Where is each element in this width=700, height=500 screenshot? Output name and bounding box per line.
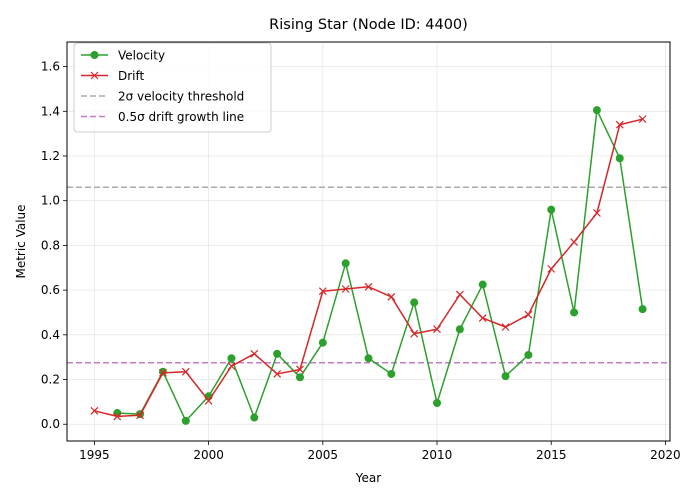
y-tick-label: 0.8 [41, 238, 60, 252]
y-tick-label: 1.4 [41, 104, 60, 118]
legend-marker-velocity [90, 51, 99, 59]
velocity-point [478, 280, 487, 289]
drift-point [387, 292, 396, 301]
drift-point [638, 115, 647, 124]
drift-point [113, 412, 122, 421]
y-tick-label: 0.4 [41, 328, 60, 342]
drift-point [273, 370, 282, 378]
y-tick-label: 0.6 [41, 283, 60, 297]
velocity-point [273, 349, 282, 358]
drift-point [181, 367, 190, 376]
drift-point [547, 264, 556, 273]
drift-point [501, 323, 510, 331]
legend-marker-drift [90, 71, 99, 80]
legend-label-reference: 2σ velocity threshold [118, 90, 244, 104]
drift-point [478, 314, 487, 322]
velocity-point [227, 354, 236, 363]
velocity-point [570, 308, 579, 317]
drift-point [159, 368, 167, 377]
velocity-point [615, 154, 624, 163]
velocity-point [501, 372, 510, 381]
y-tick-label: 0.0 [41, 417, 60, 431]
drift-point [341, 285, 350, 293]
y-tick-label: 0.2 [41, 373, 60, 387]
plot-frame [66, 41, 671, 442]
y-tick-label: 1.2 [41, 149, 60, 163]
drift-point [136, 411, 145, 420]
velocity-point [387, 369, 396, 378]
velocity-point [524, 350, 533, 359]
drift-point [615, 120, 624, 129]
drift-point [364, 282, 373, 291]
drift-point [433, 325, 441, 334]
drift-point [410, 329, 419, 338]
velocity-point [364, 354, 373, 363]
velocity-point [295, 373, 304, 382]
legend: Velocity Drift 2σ velocity threshold 0.5σ d… [73, 42, 272, 133]
legend-label-velocity: Velocity [118, 49, 165, 63]
velocity-point [547, 205, 556, 214]
velocity-point [433, 399, 442, 407]
y-tick-label: 1.6 [41, 60, 60, 74]
drift-point [455, 290, 464, 299]
legend-label-drift: Drift [118, 69, 145, 83]
drift-point [250, 349, 259, 358]
series [90, 106, 647, 425]
drift-point [524, 310, 533, 319]
velocity-line [117, 109, 644, 422]
x-tick-label: 2010 [422, 448, 453, 462]
drift-point [318, 287, 327, 296]
velocity-point [341, 259, 350, 268]
x-tick-label: 2015 [536, 448, 567, 462]
y-axis-ticks: 0.0 0.2 0.4 0.6 0.8 1.0 1.2 1.4 1.6 [41, 60, 67, 431]
x-tick-label: 1995 [79, 448, 110, 462]
reference-lines [67, 186, 670, 364]
chart-title: Rising Star (Node ID: 4400) [269, 17, 468, 33]
x-tick-label: 2000 [193, 448, 224, 462]
drift-point [204, 396, 213, 405]
y-axis-label: Metric Value [14, 204, 28, 278]
velocity-point [410, 298, 419, 307]
drift-point [570, 238, 578, 246]
velocity-point [181, 416, 190, 425]
velocity-point [455, 325, 464, 334]
drift-point [90, 406, 99, 415]
x-tick-label: 2020 [650, 448, 681, 462]
legend-box [73, 42, 272, 133]
x-tick-label: 2005 [308, 448, 339, 462]
drift-point [227, 362, 236, 371]
velocity-point [250, 413, 259, 422]
y-tick-label: 1.0 [41, 194, 60, 208]
x-axis-label: Year [355, 471, 381, 485]
legend-label-reference: 0.5σ drift growth line [118, 110, 244, 124]
velocity-point [318, 338, 327, 347]
x-axis-ticks: 1995 2000 2005 2010 2015 2020 [79, 441, 681, 462]
velocity-point [592, 106, 601, 115]
velocity-point [158, 367, 167, 376]
velocity-point [638, 305, 647, 314]
drift-point [296, 365, 304, 374]
drift-point [592, 209, 601, 217]
